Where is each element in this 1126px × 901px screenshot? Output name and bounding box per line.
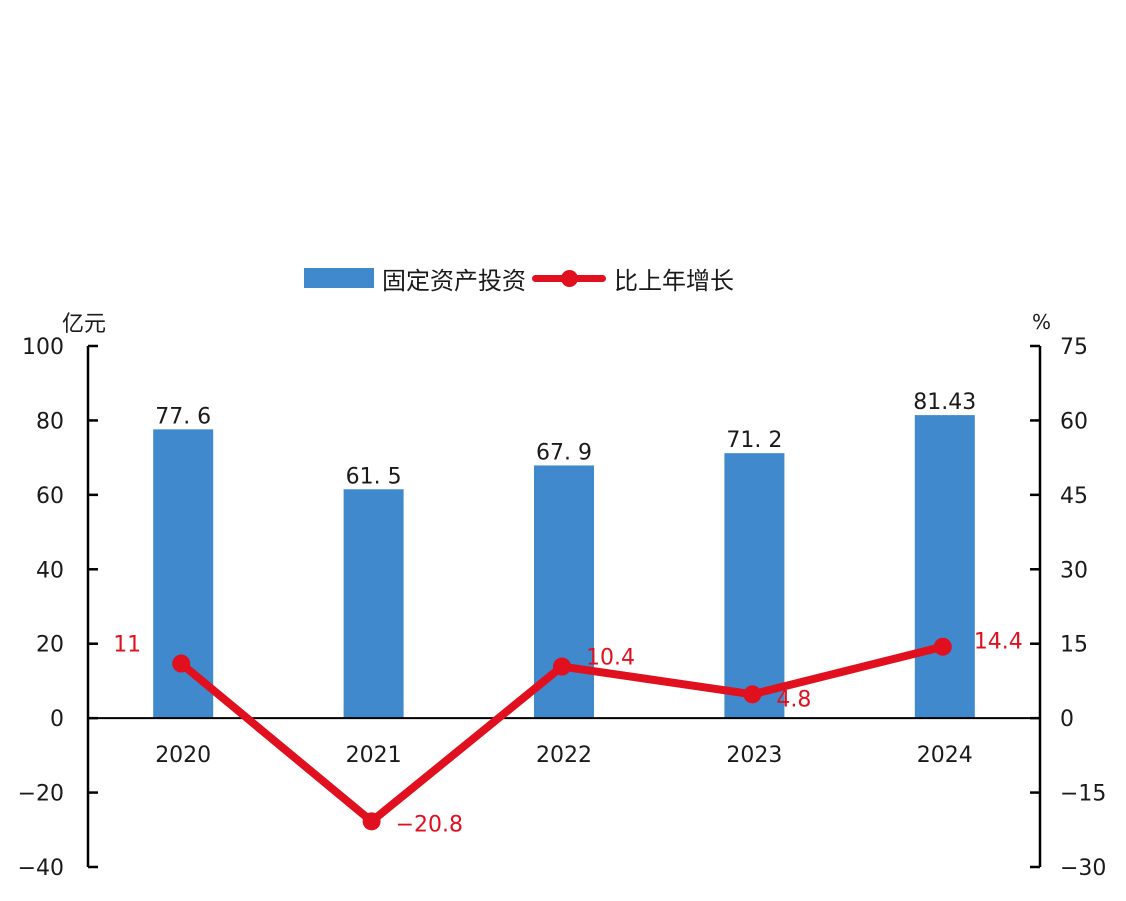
- legend: 固定资产投资 比上年增长: [304, 262, 740, 295]
- left-axis-tick-label: 0: [50, 707, 64, 732]
- x-axis-label-2020: 2020: [155, 743, 211, 768]
- x-axis-label-2022: 2022: [536, 743, 592, 768]
- growth-marker-2020: [172, 654, 191, 673]
- legend-line-label: 比上年增长: [614, 266, 734, 295]
- legend-bar-label: 固定资产投资: [382, 266, 526, 295]
- growth-value-label: 14.4: [974, 630, 1023, 655]
- right-axis-tick-label: 60: [1060, 409, 1088, 434]
- growth-marker-2024: [933, 637, 952, 656]
- bar-2023: [724, 453, 785, 719]
- legend-bar-swatch: [304, 268, 374, 288]
- x-axis-label-2024: 2024: [917, 743, 973, 768]
- right-axis-tick-label: 45: [1060, 484, 1088, 509]
- left-axis-unit: 亿元: [62, 312, 107, 337]
- growth-marker-2023: [743, 685, 762, 704]
- left-axis-tick-label: −40: [18, 856, 64, 881]
- right-axis-tick-label: 30: [1060, 558, 1088, 583]
- left-axis-tick-label: −20: [18, 782, 64, 807]
- bar-value-label: 71. 2: [726, 428, 782, 453]
- bar-value-label: 77. 6: [155, 404, 211, 429]
- right-axis-tick-label: −30: [1060, 856, 1106, 881]
- left-axis-tick-label: 100: [22, 335, 64, 360]
- growth-value-label: 11: [113, 633, 141, 658]
- x-axis-label-2021: 2021: [346, 743, 402, 768]
- bar-value-label: 67. 9: [536, 440, 592, 465]
- bar-2020: [153, 429, 214, 719]
- bar-2021: [343, 489, 404, 719]
- left-axis-tick-label: 20: [36, 633, 64, 658]
- legend-line-swatch: [532, 262, 606, 294]
- left-axis-tick-label: 60: [36, 484, 64, 509]
- right-axis-tick-label: 15: [1060, 633, 1088, 658]
- right-axis-tick-label: −15: [1060, 782, 1106, 807]
- right-axis-tick-label: 75: [1060, 335, 1088, 360]
- bar-value-label: 81.43: [913, 390, 976, 415]
- growth-marker-2022: [553, 657, 571, 676]
- bar-2024: [914, 415, 975, 719]
- growth-value-label: 4.8: [776, 687, 811, 712]
- growth-value-label: −20.8: [396, 812, 463, 837]
- x-axis-label-2023: 2023: [726, 743, 782, 768]
- left-axis-tick-label: 80: [36, 409, 64, 434]
- left-axis-tick-label: 40: [36, 558, 64, 583]
- growth-marker-2021: [362, 812, 381, 831]
- right-axis-unit: %: [1032, 310, 1052, 334]
- right-axis-tick-label: 0: [1060, 707, 1074, 732]
- growth-value-label: 10.4: [586, 646, 635, 671]
- bar-value-label: 61. 5: [346, 464, 402, 489]
